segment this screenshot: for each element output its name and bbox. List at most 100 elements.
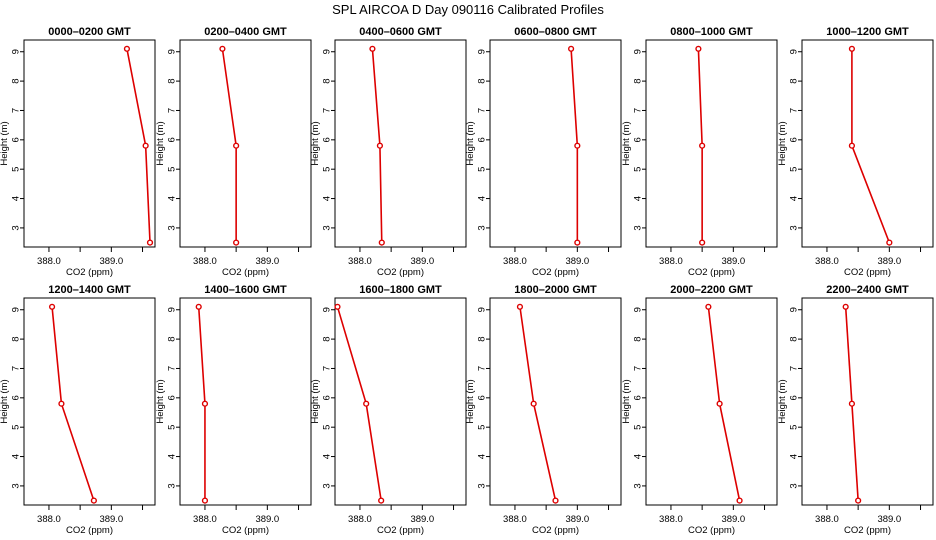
data-point [716, 400, 723, 407]
panel-title: 1400–1600 GMT [204, 284, 287, 296]
y-tick-label: 6 [322, 395, 333, 400]
y-tick-label: 8 [477, 78, 488, 83]
y-tick-label: 9 [11, 307, 22, 312]
panel-title: 1600–1800 GMT [359, 284, 442, 296]
x-tick-label: 389.0 [721, 256, 745, 267]
y-tick-label: 3 [477, 483, 488, 488]
y-tick-label: 4 [11, 196, 22, 201]
x-axis-label: CO2 (ppm) [222, 525, 269, 536]
y-tick-label: 9 [322, 49, 333, 54]
y-tick-label: 9 [322, 307, 333, 312]
data-point [363, 400, 370, 407]
x-tick-label: 388.0 [37, 514, 61, 525]
data-point [886, 239, 893, 246]
y-tick-label: 6 [11, 395, 22, 400]
y-tick-label: 4 [789, 454, 800, 459]
y-tick-label: 6 [322, 137, 333, 142]
data-point [567, 45, 575, 52]
panel-title: 0600–0800 GMT [514, 26, 597, 38]
y-tick-label: 9 [11, 49, 22, 54]
y-tick-label: 7 [477, 366, 488, 371]
y-tick-label: 9 [477, 307, 488, 312]
y-tick-label: 5 [322, 425, 333, 430]
x-axis-label: CO2 (ppm) [377, 525, 424, 536]
x-axis-label: CO2 (ppm) [66, 525, 113, 536]
y-tick-label: 8 [789, 336, 800, 341]
y-tick-label: 7 [477, 108, 488, 113]
panel-title: 0800–1000 GMT [670, 26, 753, 38]
y-tick-label: 8 [167, 78, 178, 83]
data-point [376, 142, 384, 149]
panel-title: 1800–2000 GMT [514, 284, 597, 296]
y-tick-label: 3 [167, 225, 178, 230]
x-axis-label: CO2 (ppm) [688, 267, 735, 278]
x-tick-label: 389.0 [99, 514, 123, 525]
x-axis-label: CO2 (ppm) [688, 525, 735, 536]
panel-title: 2000–2200 GMT [670, 284, 753, 296]
profile-panel: 0600–0800 GMT 3 4 5 6 7 8 9 Height (m) 388.0 389.0… [465, 26, 622, 278]
x-tick-label: 389.0 [877, 256, 901, 267]
y-tick-label: 9 [633, 49, 644, 54]
data-point [699, 239, 706, 246]
data-point [142, 142, 149, 149]
data-point [699, 142, 706, 149]
data-point [233, 142, 240, 149]
x-axis-label: CO2 (ppm) [222, 267, 269, 278]
x-tick-label: 388.0 [503, 256, 527, 267]
profile-panel: 0800–1000 GMT 3 4 5 6 7 8 9 Height (m) 388.0 389.0… [621, 26, 778, 278]
x-tick-label: 388.0 [503, 514, 527, 525]
data-point [855, 497, 862, 504]
plot-frame [801, 39, 934, 248]
x-tick-label: 389.0 [721, 514, 745, 525]
profile-line [707, 306, 741, 501]
data-point [848, 45, 856, 52]
x-axis-label: CO2 (ppm) [532, 525, 579, 536]
x-tick-label: 388.0 [193, 256, 217, 267]
y-tick-label: 4 [167, 196, 178, 201]
y-axis-label: Height (m) [310, 121, 321, 165]
y-axis-label: Height (m) [0, 379, 10, 423]
profile-panel: 1400–1600 GMT 3 4 5 6 7 8 9 Height (m) 388.0 389.0… [155, 284, 312, 536]
y-tick-label: 9 [167, 49, 178, 54]
y-tick-label: 4 [477, 454, 488, 459]
x-tick-label: 388.0 [659, 256, 683, 267]
x-axis-label: CO2 (ppm) [377, 267, 424, 278]
profile-panel: 0200–0400 GMT 3 4 5 6 7 8 9 Height (m) 388.0 389.0… [155, 26, 312, 278]
y-tick-label: 6 [789, 395, 800, 400]
plot-frame [179, 39, 312, 248]
data-point [378, 239, 385, 246]
x-tick-label: 389.0 [410, 256, 434, 267]
x-axis-label: CO2 (ppm) [532, 267, 579, 278]
x-tick-label: 388.0 [659, 514, 683, 525]
panel-title: 0000–0200 GMT [48, 26, 131, 38]
data-point [201, 400, 209, 407]
y-tick-label: 5 [167, 167, 178, 172]
y-tick-label: 3 [633, 483, 644, 488]
x-axis-label: CO2 (ppm) [844, 267, 891, 278]
y-tick-label: 5 [11, 167, 22, 172]
plot-frame [179, 297, 312, 506]
data-point [369, 45, 376, 52]
data-point [48, 303, 56, 310]
plot-frame [23, 297, 156, 506]
x-tick-label: 388.0 [348, 514, 372, 525]
y-tick-label: 3 [477, 225, 488, 230]
panel-title: 1000–1200 GMT [826, 26, 909, 38]
y-tick-label: 7 [11, 366, 22, 371]
data-point [552, 497, 559, 504]
data-point [842, 303, 849, 310]
y-tick-label: 7 [322, 366, 333, 371]
profile-panel: 2200–2400 GMT 3 4 5 6 7 8 9 Height (m) 388.0 389.0… [777, 284, 934, 536]
y-tick-label: 7 [633, 366, 644, 371]
y-tick-label: 6 [11, 137, 22, 142]
plot-frame [645, 297, 778, 506]
y-tick-label: 6 [789, 137, 800, 142]
y-axis-label: Height (m) [621, 379, 632, 423]
y-tick-label: 7 [322, 108, 333, 113]
y-tick-label: 3 [322, 225, 333, 230]
x-tick-label: 388.0 [348, 256, 372, 267]
plot-frame [489, 39, 622, 248]
y-tick-label: 5 [167, 425, 178, 430]
y-tick-label: 5 [11, 425, 22, 430]
